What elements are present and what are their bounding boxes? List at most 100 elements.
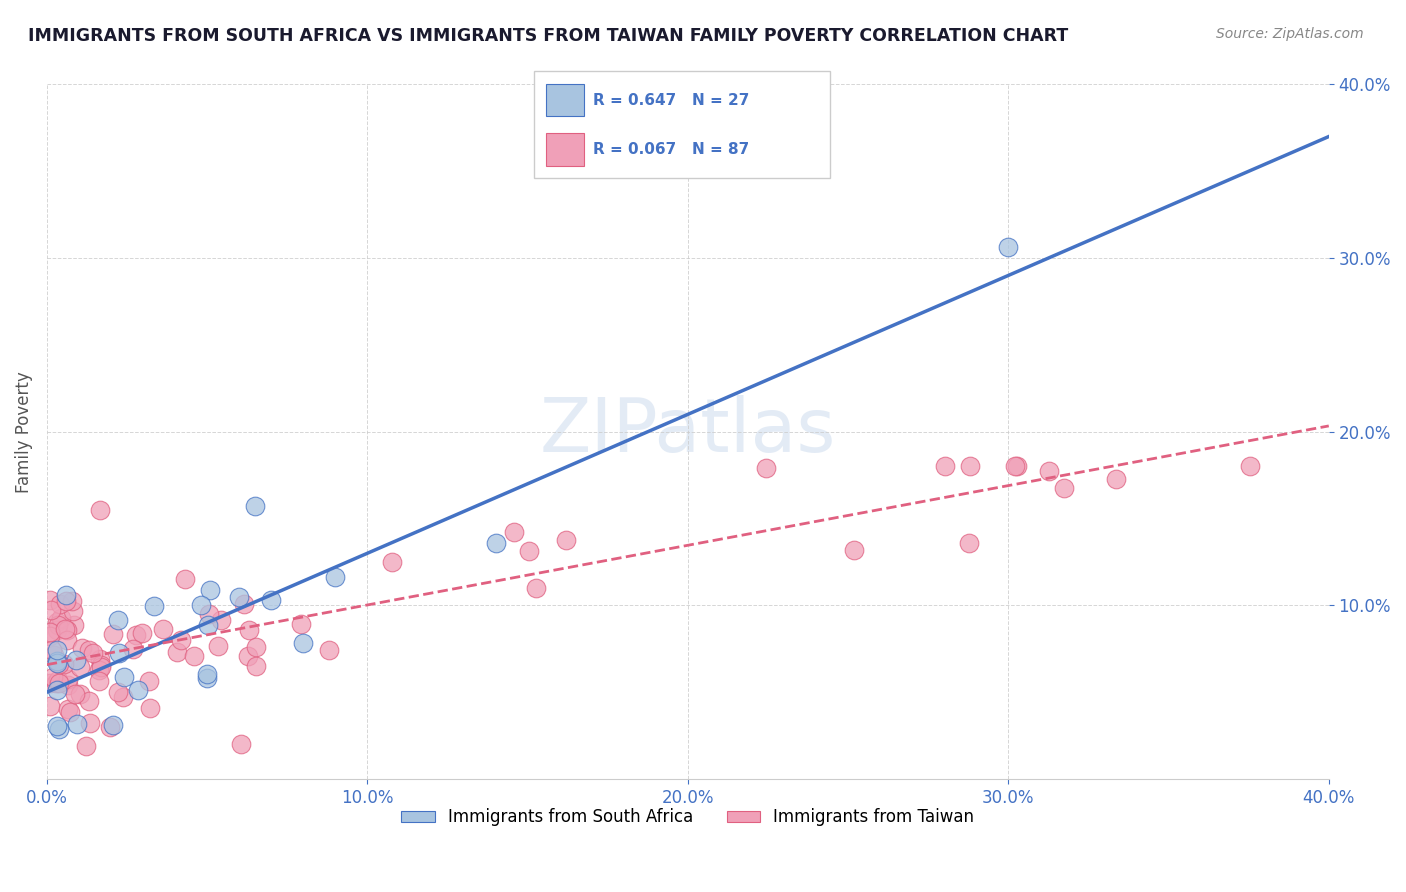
Point bbox=[207, 639, 229, 653]
Point bbox=[142, 599, 165, 613]
Text: R = 0.647   N = 27: R = 0.647 N = 27 bbox=[593, 93, 749, 108]
Point bbox=[231, 737, 253, 751]
Point bbox=[292, 636, 315, 650]
Point bbox=[44, 648, 66, 663]
Point bbox=[39, 593, 62, 607]
Point bbox=[112, 670, 135, 684]
Point bbox=[1239, 459, 1261, 474]
Point bbox=[62, 604, 84, 618]
Point bbox=[183, 649, 205, 664]
Point bbox=[58, 701, 80, 715]
Point bbox=[170, 633, 193, 648]
Point bbox=[56, 633, 79, 648]
Point bbox=[519, 544, 541, 558]
Point bbox=[195, 671, 218, 685]
Point bbox=[957, 536, 980, 550]
Point bbox=[107, 685, 129, 699]
Point bbox=[228, 590, 250, 604]
Point bbox=[323, 570, 346, 584]
Point bbox=[103, 626, 125, 640]
Point bbox=[45, 682, 67, 697]
Point bbox=[39, 625, 62, 640]
Point bbox=[197, 607, 219, 622]
Point bbox=[238, 649, 260, 664]
Point bbox=[108, 646, 131, 660]
Point bbox=[56, 672, 79, 686]
Point bbox=[197, 618, 219, 632]
Point bbox=[484, 536, 506, 550]
Point bbox=[89, 502, 111, 516]
Point bbox=[959, 459, 981, 474]
Point bbox=[238, 623, 260, 637]
Point bbox=[318, 643, 340, 657]
Point bbox=[503, 524, 526, 539]
Point bbox=[58, 705, 80, 719]
Point bbox=[755, 461, 778, 475]
Y-axis label: Family Poverty: Family Poverty bbox=[15, 371, 32, 492]
Legend: Immigrants from South Africa, Immigrants from Taiwan: Immigrants from South Africa, Immigrants… bbox=[395, 802, 981, 833]
Point bbox=[90, 657, 112, 672]
Point bbox=[39, 603, 62, 617]
Point bbox=[48, 675, 70, 690]
Point bbox=[66, 717, 89, 731]
Text: ZIPatlas: ZIPatlas bbox=[540, 395, 837, 468]
Point bbox=[45, 623, 67, 637]
Point bbox=[48, 722, 70, 736]
Point bbox=[39, 699, 62, 714]
Point bbox=[166, 645, 188, 659]
Point bbox=[89, 652, 111, 666]
Point bbox=[45, 654, 67, 668]
Point bbox=[55, 594, 77, 608]
Point bbox=[56, 678, 79, 692]
Point bbox=[1004, 459, 1026, 474]
Point bbox=[122, 642, 145, 657]
Point bbox=[260, 593, 283, 607]
Point bbox=[934, 459, 956, 474]
Point bbox=[124, 628, 146, 642]
Point bbox=[65, 653, 87, 667]
Point bbox=[46, 673, 69, 687]
Point bbox=[48, 617, 70, 632]
Point bbox=[82, 646, 104, 660]
Point bbox=[554, 533, 576, 547]
Bar bbox=[546, 134, 585, 166]
Point bbox=[77, 643, 100, 657]
Point bbox=[127, 682, 149, 697]
Point bbox=[131, 625, 153, 640]
Point bbox=[87, 663, 110, 677]
Point bbox=[77, 694, 100, 708]
Text: Source: ZipAtlas.com: Source: ZipAtlas.com bbox=[1216, 27, 1364, 41]
Point bbox=[152, 622, 174, 636]
Point bbox=[41, 643, 63, 657]
Text: IMMIGRANTS FROM SOUTH AFRICA VS IMMIGRANTS FROM TAIWAN FAMILY POVERTY CORRELATIO: IMMIGRANTS FROM SOUTH AFRICA VS IMMIGRAN… bbox=[28, 27, 1069, 45]
Point bbox=[48, 657, 70, 671]
Point bbox=[381, 555, 404, 569]
Point bbox=[75, 739, 97, 754]
Point bbox=[45, 676, 67, 690]
Point bbox=[69, 660, 91, 674]
Point bbox=[70, 641, 93, 656]
Point bbox=[89, 673, 111, 688]
Point bbox=[233, 597, 256, 611]
Point bbox=[39, 675, 62, 690]
Point bbox=[53, 657, 76, 671]
Text: R = 0.067   N = 87: R = 0.067 N = 87 bbox=[593, 142, 749, 157]
Point bbox=[245, 658, 267, 673]
Point bbox=[79, 715, 101, 730]
Point bbox=[174, 572, 197, 586]
Point bbox=[524, 581, 547, 595]
Point bbox=[195, 667, 218, 681]
Point bbox=[55, 623, 77, 637]
Point bbox=[65, 687, 87, 701]
Point bbox=[1038, 464, 1060, 478]
Point bbox=[844, 543, 866, 558]
Point bbox=[101, 717, 124, 731]
Point bbox=[60, 594, 83, 608]
Point bbox=[42, 671, 65, 685]
Point bbox=[55, 588, 77, 602]
Point bbox=[1104, 472, 1126, 486]
Point bbox=[39, 629, 62, 643]
Point bbox=[1052, 481, 1074, 495]
Point bbox=[139, 701, 162, 715]
Point bbox=[245, 640, 267, 655]
